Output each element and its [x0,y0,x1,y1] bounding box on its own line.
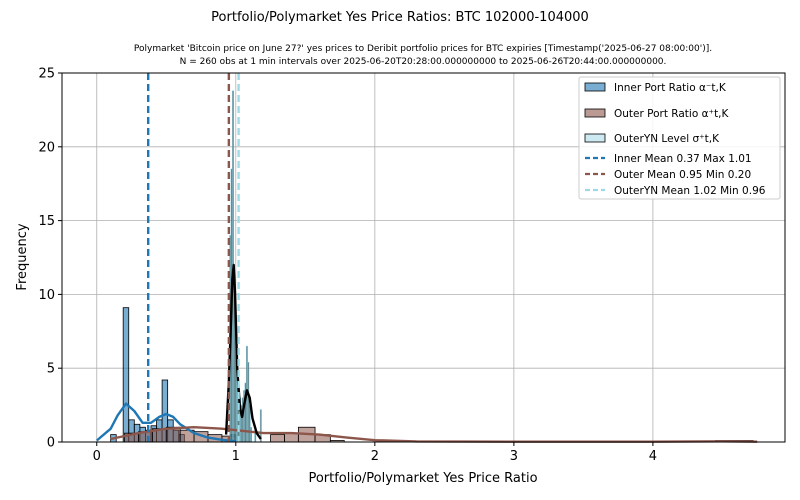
x-tick-label: 2 [371,449,379,464]
legend: Inner Port Ratio α⁻t,K Outer Port Ratio … [578,76,781,200]
y-tick-label: 15 [38,214,55,229]
x-tick-label: 4 [649,449,657,464]
kde-layer [96,263,758,443]
legend-label-inner-mean: Inner Mean 0.37 Max 1.01 [614,153,752,165]
inner-histogram-bar [122,307,130,443]
y-tick-label: 5 [47,362,55,377]
legend-label-outer-mean: Outer Mean 0.95 Min 0.20 [614,169,751,181]
y-tick-label: 10 [38,288,55,303]
chart-title: Portfolio/Polymarket Yes Price Ratios: B… [211,10,589,25]
chart-subtitle-line2: N = 260 obs at 1 min intervals over 2025… [180,57,667,67]
legend-label-outer: Outer Port Ratio α⁺t,K [614,108,730,120]
legend-swatch-inner [584,82,606,92]
ticks-layer: 0 1 2 3 4 0 5 10 15 20 25 [38,67,657,465]
x-tick-label: 3 [510,449,518,464]
x-axis-label: Portfolio/Polymarket Yes Price Ratio [308,471,537,486]
y-tick-label: 0 [47,436,55,451]
legend-box [578,76,781,200]
legend-label-outeryn-mean: OuterYN Mean 1.02 Min 0.96 [614,185,766,197]
legend-label-inner: Inner Port Ratio α⁻t,K [614,82,727,94]
x-tick-label: 1 [232,449,240,464]
y-tick-label: 20 [38,140,55,155]
legend-label-outeryn: OuterYN Level σ⁺t,K [614,133,720,145]
y-tick-label: 25 [38,67,55,82]
outer-histogram-bar [270,434,285,443]
x-tick-label: 0 [93,449,101,464]
inner-kde-line [96,402,236,443]
chart-subtitle-line1: Polymarket 'Bitcoin price on June 27?' y… [134,44,712,54]
y-axis-label: Frequency [15,223,30,290]
outeryn-kde-line [224,263,262,440]
legend-swatch-outeryn [584,133,606,143]
mean-lines-layer [147,73,240,442]
legend-swatch-outer [584,108,606,118]
outeryn-histogram-bar [250,426,253,443]
plot-frame [61,72,786,443]
